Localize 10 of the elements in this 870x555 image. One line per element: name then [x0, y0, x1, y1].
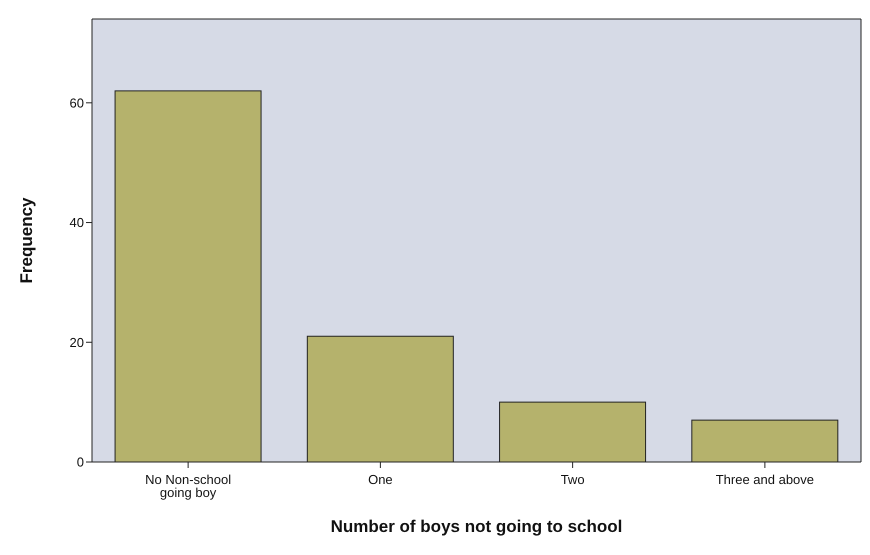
- y-tick-label: 60: [70, 95, 84, 110]
- y-axis-title: Frequency: [17, 196, 36, 284]
- x-tick-label: No Non-school going boy: [145, 472, 232, 500]
- y-tick-label: 0: [76, 454, 84, 470]
- x-tick-label: Two: [560, 472, 585, 487]
- y-tick-label: 40: [70, 215, 84, 230]
- y-tick-label: 20: [70, 334, 84, 350]
- x-axis-title: Number of boys not going to school: [330, 517, 622, 536]
- x-tick-label: One: [368, 472, 393, 487]
- x-tick-label: Three and above: [716, 472, 814, 487]
